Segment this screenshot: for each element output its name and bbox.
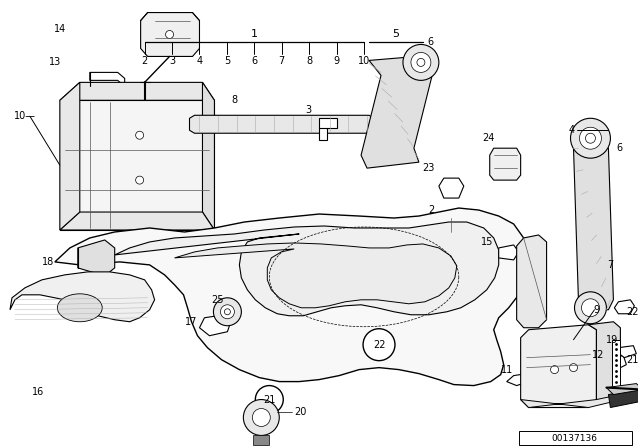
Text: 5: 5 <box>224 56 230 66</box>
Polygon shape <box>521 325 596 408</box>
Polygon shape <box>607 356 627 370</box>
Bar <box>518 431 632 445</box>
Text: 2: 2 <box>428 205 434 215</box>
Polygon shape <box>115 222 499 316</box>
Polygon shape <box>60 82 80 230</box>
Text: 00137136: 00137136 <box>552 434 598 443</box>
Polygon shape <box>55 208 529 386</box>
Polygon shape <box>588 322 620 401</box>
Polygon shape <box>521 395 620 408</box>
Polygon shape <box>202 82 214 230</box>
Polygon shape <box>516 235 547 328</box>
Text: 18: 18 <box>42 257 54 267</box>
Polygon shape <box>189 115 374 133</box>
Polygon shape <box>609 390 640 408</box>
Text: 25: 25 <box>211 295 224 305</box>
Text: 22: 22 <box>627 307 639 317</box>
Text: 9: 9 <box>333 56 340 66</box>
Circle shape <box>243 400 279 435</box>
Polygon shape <box>490 148 521 180</box>
Text: 10: 10 <box>358 56 370 66</box>
Polygon shape <box>10 272 155 322</box>
Text: 21: 21 <box>263 395 275 405</box>
Circle shape <box>570 118 611 158</box>
Polygon shape <box>253 435 269 445</box>
Text: 21: 21 <box>627 355 639 365</box>
Polygon shape <box>78 240 115 276</box>
Text: 10—: 10— <box>14 111 36 121</box>
Polygon shape <box>444 218 459 232</box>
Circle shape <box>166 30 173 39</box>
Polygon shape <box>200 315 232 336</box>
Text: 6: 6 <box>428 38 434 47</box>
Polygon shape <box>361 56 434 168</box>
Text: 3: 3 <box>169 56 175 66</box>
Text: 23: 23 <box>422 163 435 173</box>
Text: 1: 1 <box>251 30 258 39</box>
Text: 14: 14 <box>54 23 66 34</box>
Circle shape <box>550 366 559 374</box>
Text: 2: 2 <box>141 56 148 66</box>
Text: 19: 19 <box>606 335 618 345</box>
Circle shape <box>417 58 425 66</box>
Text: 13: 13 <box>49 57 61 67</box>
Polygon shape <box>616 346 636 358</box>
Text: 20: 20 <box>294 406 307 417</box>
Polygon shape <box>90 73 125 86</box>
Circle shape <box>575 292 607 324</box>
Bar <box>612 340 620 388</box>
Circle shape <box>136 176 143 184</box>
Ellipse shape <box>58 294 102 322</box>
Polygon shape <box>607 383 640 395</box>
Circle shape <box>220 305 234 319</box>
Text: 11: 11 <box>500 365 513 375</box>
Text: 8: 8 <box>231 95 237 105</box>
Circle shape <box>252 409 270 426</box>
Text: 8: 8 <box>306 56 312 66</box>
Text: 6: 6 <box>616 143 623 153</box>
Circle shape <box>582 299 600 317</box>
Circle shape <box>363 329 395 361</box>
Circle shape <box>411 52 431 73</box>
Text: 9: 9 <box>593 305 600 315</box>
Text: 17: 17 <box>185 317 198 327</box>
Text: 4: 4 <box>196 56 202 66</box>
Circle shape <box>570 364 577 372</box>
Text: 7: 7 <box>278 56 285 66</box>
Text: 5: 5 <box>392 30 399 39</box>
Polygon shape <box>439 178 464 198</box>
Circle shape <box>579 127 602 149</box>
Circle shape <box>586 133 595 143</box>
Text: 6: 6 <box>252 56 257 66</box>
Circle shape <box>225 309 230 315</box>
Circle shape <box>403 44 439 80</box>
Circle shape <box>136 131 143 139</box>
Text: 22: 22 <box>372 340 385 350</box>
Polygon shape <box>319 118 337 140</box>
Circle shape <box>255 386 284 414</box>
Polygon shape <box>499 245 518 260</box>
Polygon shape <box>60 212 214 230</box>
Polygon shape <box>614 300 634 314</box>
Text: 15: 15 <box>481 237 493 247</box>
Text: 24: 24 <box>483 133 495 143</box>
Text: 4: 4 <box>568 125 575 135</box>
Polygon shape <box>175 243 457 308</box>
Text: 16: 16 <box>32 387 44 396</box>
Text: 12: 12 <box>592 349 605 360</box>
Polygon shape <box>60 100 214 230</box>
Polygon shape <box>573 140 613 310</box>
Circle shape <box>214 298 241 326</box>
Polygon shape <box>141 13 200 56</box>
Text: 3: 3 <box>305 105 311 115</box>
Text: 7: 7 <box>607 260 614 270</box>
Polygon shape <box>60 82 214 100</box>
Polygon shape <box>507 374 529 386</box>
